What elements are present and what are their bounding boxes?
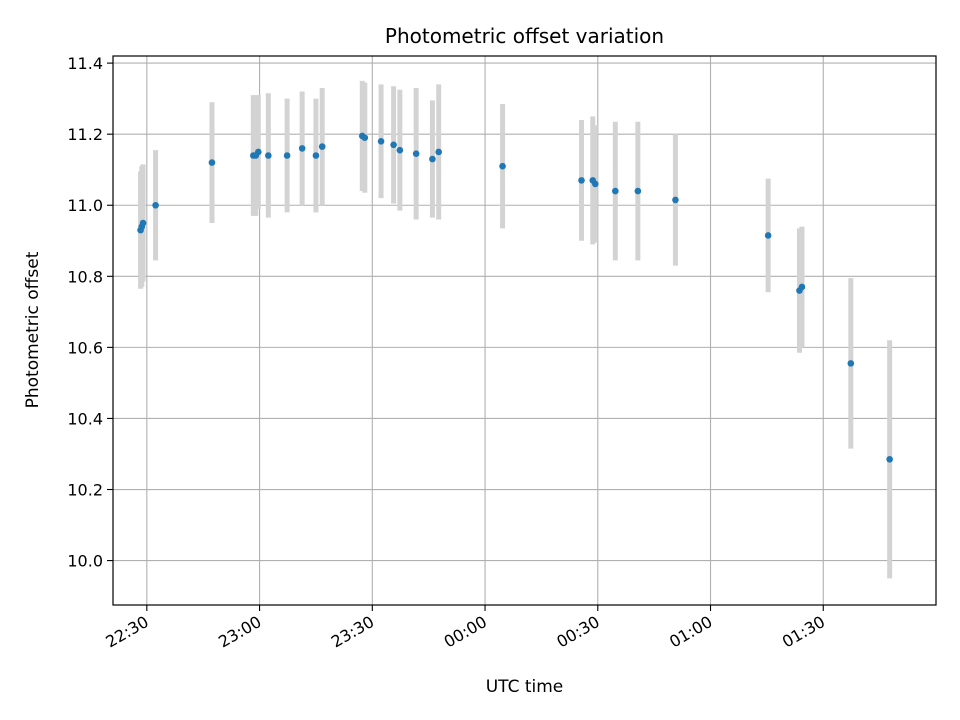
data-point: [377, 137, 385, 145]
data-point: [578, 177, 585, 184]
data-point: [435, 148, 442, 156]
data-point: [634, 187, 642, 195]
y-tick-label: 10.8: [67, 267, 103, 286]
data-point: [312, 152, 320, 159]
data-point: [283, 152, 291, 159]
data-point: [764, 232, 772, 239]
plot-area-frame: [112, 55, 937, 606]
data-point: [139, 219, 147, 227]
y-tick-label: 10.2: [67, 481, 103, 500]
y-tick-label: 10.6: [67, 338, 103, 357]
chart-title: Photometric offset variation: [385, 24, 664, 48]
data-point: [390, 141, 397, 149]
data-point: [612, 187, 619, 195]
data-point: [265, 152, 272, 159]
data-point: [798, 283, 806, 291]
data-point: [361, 134, 369, 142]
y-tick-label: 11.2: [67, 125, 103, 144]
data-point: [208, 159, 216, 166]
data-point: [591, 180, 599, 188]
marker-layer: [137, 132, 893, 463]
y-axis-title: Photometric offset: [23, 251, 43, 408]
data-point: [499, 162, 506, 170]
data-point: [318, 143, 326, 150]
y-tick-label: 11.0: [67, 196, 103, 215]
data-point: [396, 146, 404, 154]
data-point: [255, 148, 262, 156]
y-axis-ticks: 10.0 10.2 10.4 10.6 10.8 11.0 11.2 11.4: [67, 54, 113, 571]
data-point: [847, 360, 855, 367]
x-axis-title: UTC time: [486, 677, 564, 697]
data-point: [412, 150, 420, 158]
data-point: [152, 201, 159, 209]
data-point: [886, 456, 893, 463]
y-tick-label: 11.4: [67, 54, 103, 73]
y-tick-label: 10.4: [67, 409, 103, 428]
data-point: [672, 196, 679, 204]
data-point: [298, 145, 306, 152]
data-point: [429, 155, 436, 163]
y-tick-label: 10.0: [67, 552, 103, 571]
